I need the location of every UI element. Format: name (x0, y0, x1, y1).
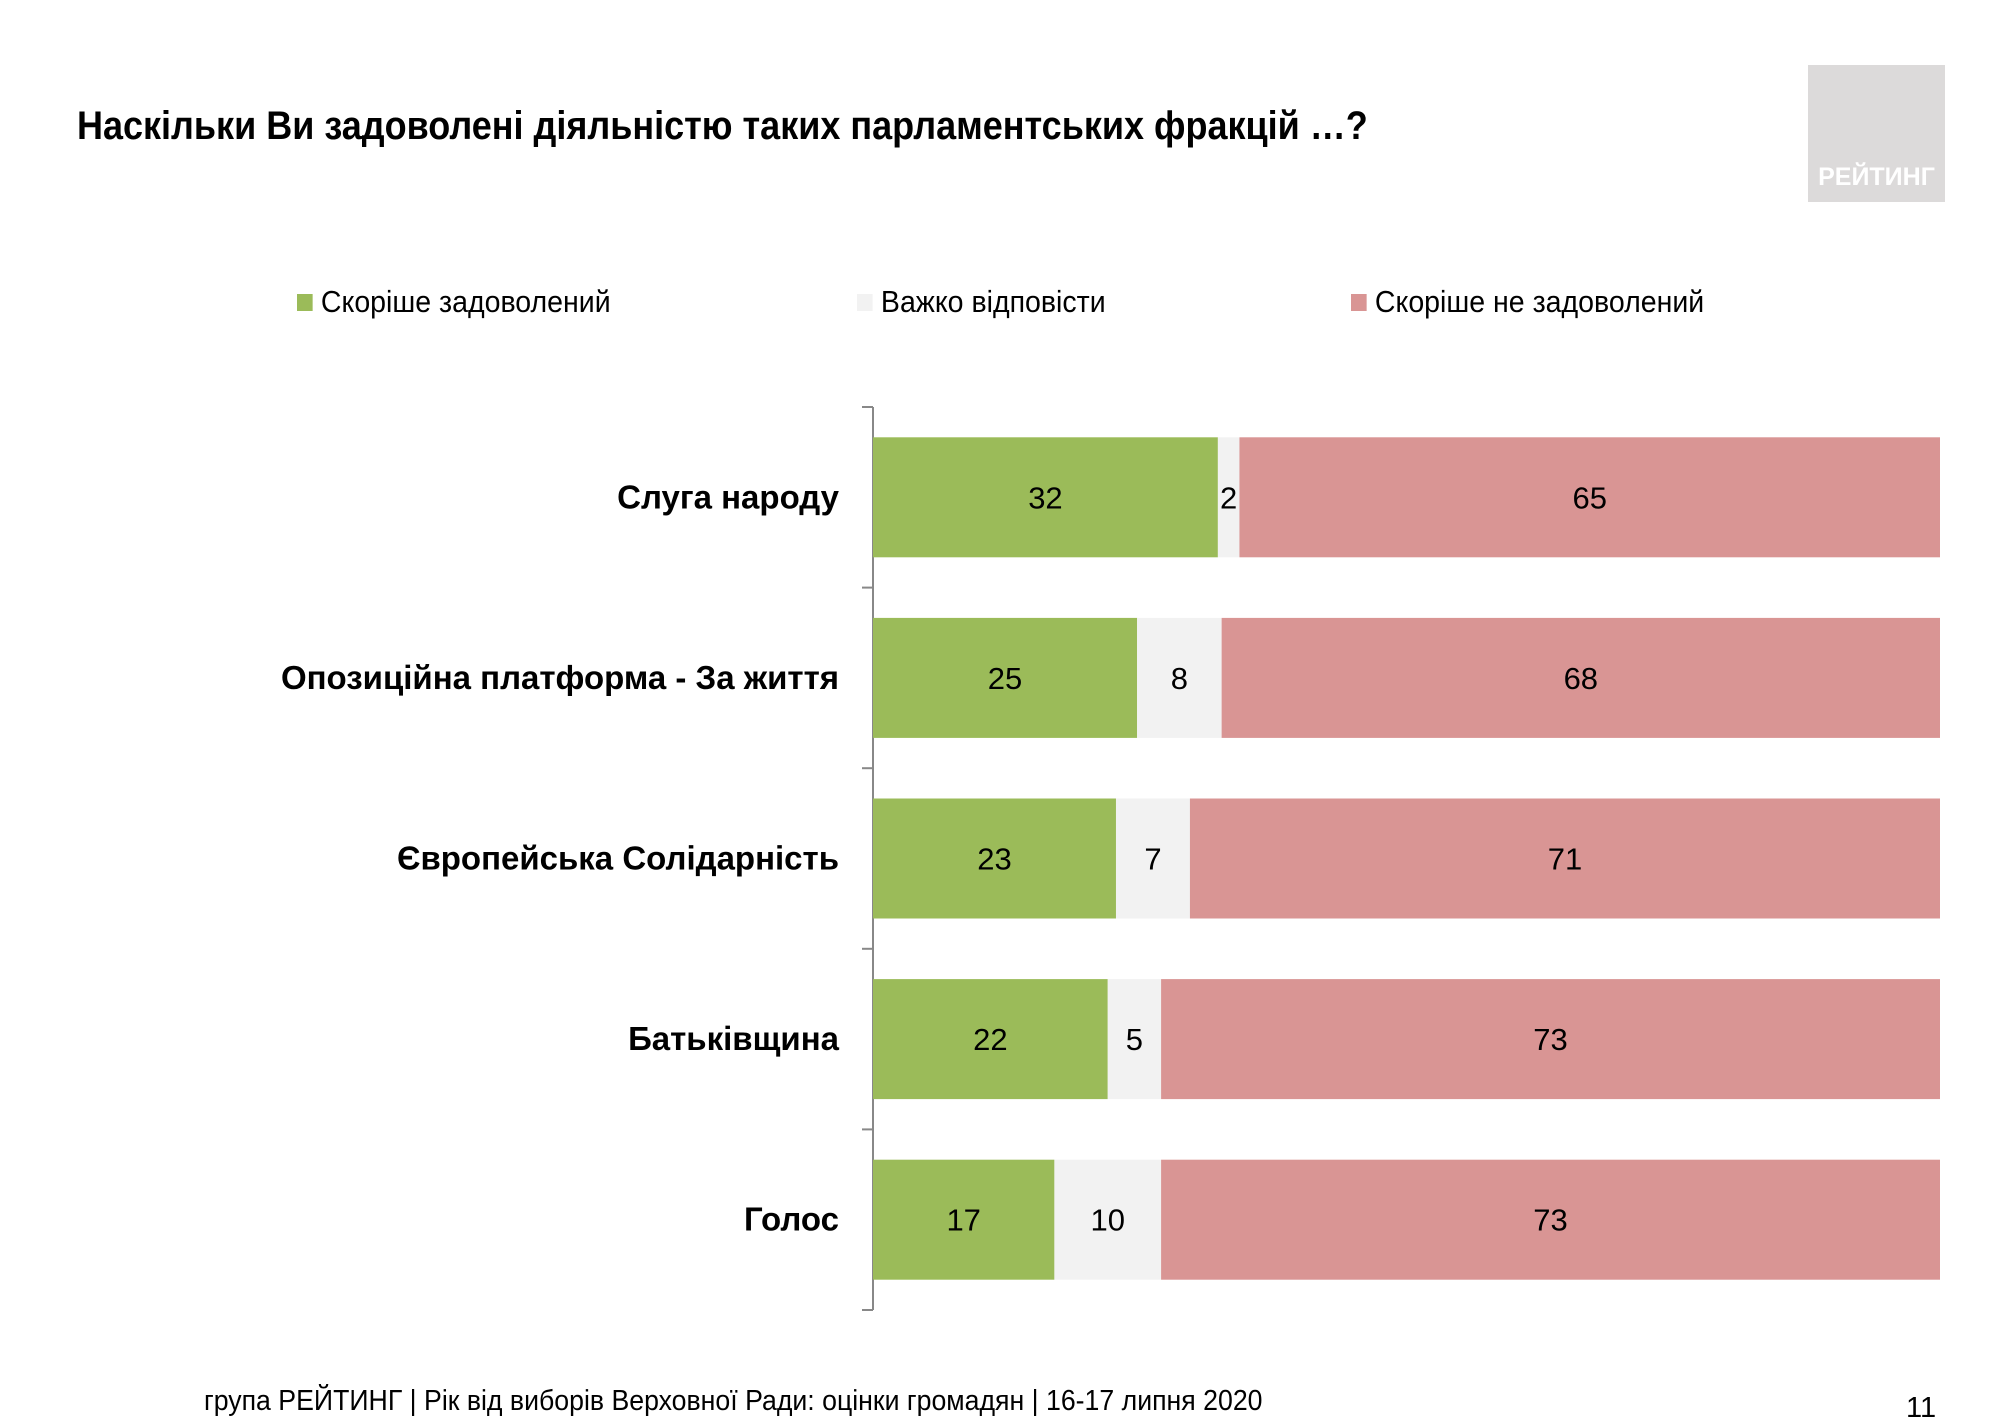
data-label: 32 (1028, 480, 1062, 515)
bar-segment (1161, 1159, 1940, 1280)
data-label: 25 (988, 661, 1022, 696)
category-label: Слуга народу (617, 478, 839, 515)
legend-item-dissatisfied: Скоріше не задоволений (1351, 284, 1704, 320)
logo-text: РЕЙТИНГ (1818, 163, 1935, 191)
legend-item-satisfied: Скоріше задоволений (297, 284, 611, 320)
legend-swatch (857, 293, 873, 311)
bar-segment (873, 798, 1116, 919)
data-label: 17 (946, 1203, 980, 1238)
legend-swatch (297, 293, 313, 311)
category-label: Батьківщина (628, 1020, 840, 1057)
bar-segment (1115, 798, 1190, 919)
bar-segment (873, 617, 1138, 738)
data-label: 73 (1533, 1022, 1567, 1057)
data-label: 5 (1126, 1022, 1143, 1057)
data-label: 22 (973, 1022, 1007, 1057)
bar-segment (1239, 437, 1940, 558)
page-number: 11 (1906, 1392, 1937, 1424)
category-label: Голос (744, 1201, 839, 1238)
data-label: 10 (1090, 1203, 1124, 1238)
legend-swatch (1351, 293, 1367, 311)
footer: група РЕЙТИНГ | Рік від виборів Верховно… (204, 1385, 1263, 1417)
bar-segment (1217, 437, 1240, 558)
data-label: 8 (1171, 661, 1188, 696)
bar-segment (1054, 1159, 1162, 1280)
data-label: 71 (1548, 842, 1582, 877)
rating-logo: РЕЙТИНГ (1808, 65, 1945, 202)
legend-item-hard-to-say: Важко відповісти (857, 284, 1106, 320)
legend-label: Важко відповісти (880, 284, 1106, 319)
data-label: 2 (1220, 480, 1237, 515)
category-label: Європейська Солідарність (397, 840, 839, 877)
data-label: 7 (1144, 842, 1161, 877)
category-label: Опозиційна платформа - За життя (281, 659, 839, 696)
legend-label: Скоріше задоволений (320, 284, 611, 319)
bar-segment (1161, 979, 1940, 1100)
bar-segment (1189, 798, 1940, 919)
data-label: 68 (1564, 661, 1598, 696)
bar-segment (1137, 617, 1222, 738)
bar-segment (873, 979, 1108, 1100)
bar-segment (873, 437, 1218, 558)
bar-segment (1221, 617, 1940, 738)
bar-segment (873, 1159, 1055, 1280)
bar-segment (1107, 979, 1162, 1100)
chart-title: Наскільки Ви задоволені діяльністю таких… (77, 104, 1368, 148)
data-label: 23 (977, 842, 1011, 877)
legend-label: Скоріше не задоволений (1374, 284, 1705, 319)
data-label: 65 (1572, 480, 1606, 515)
data-label: 73 (1533, 1203, 1567, 1238)
